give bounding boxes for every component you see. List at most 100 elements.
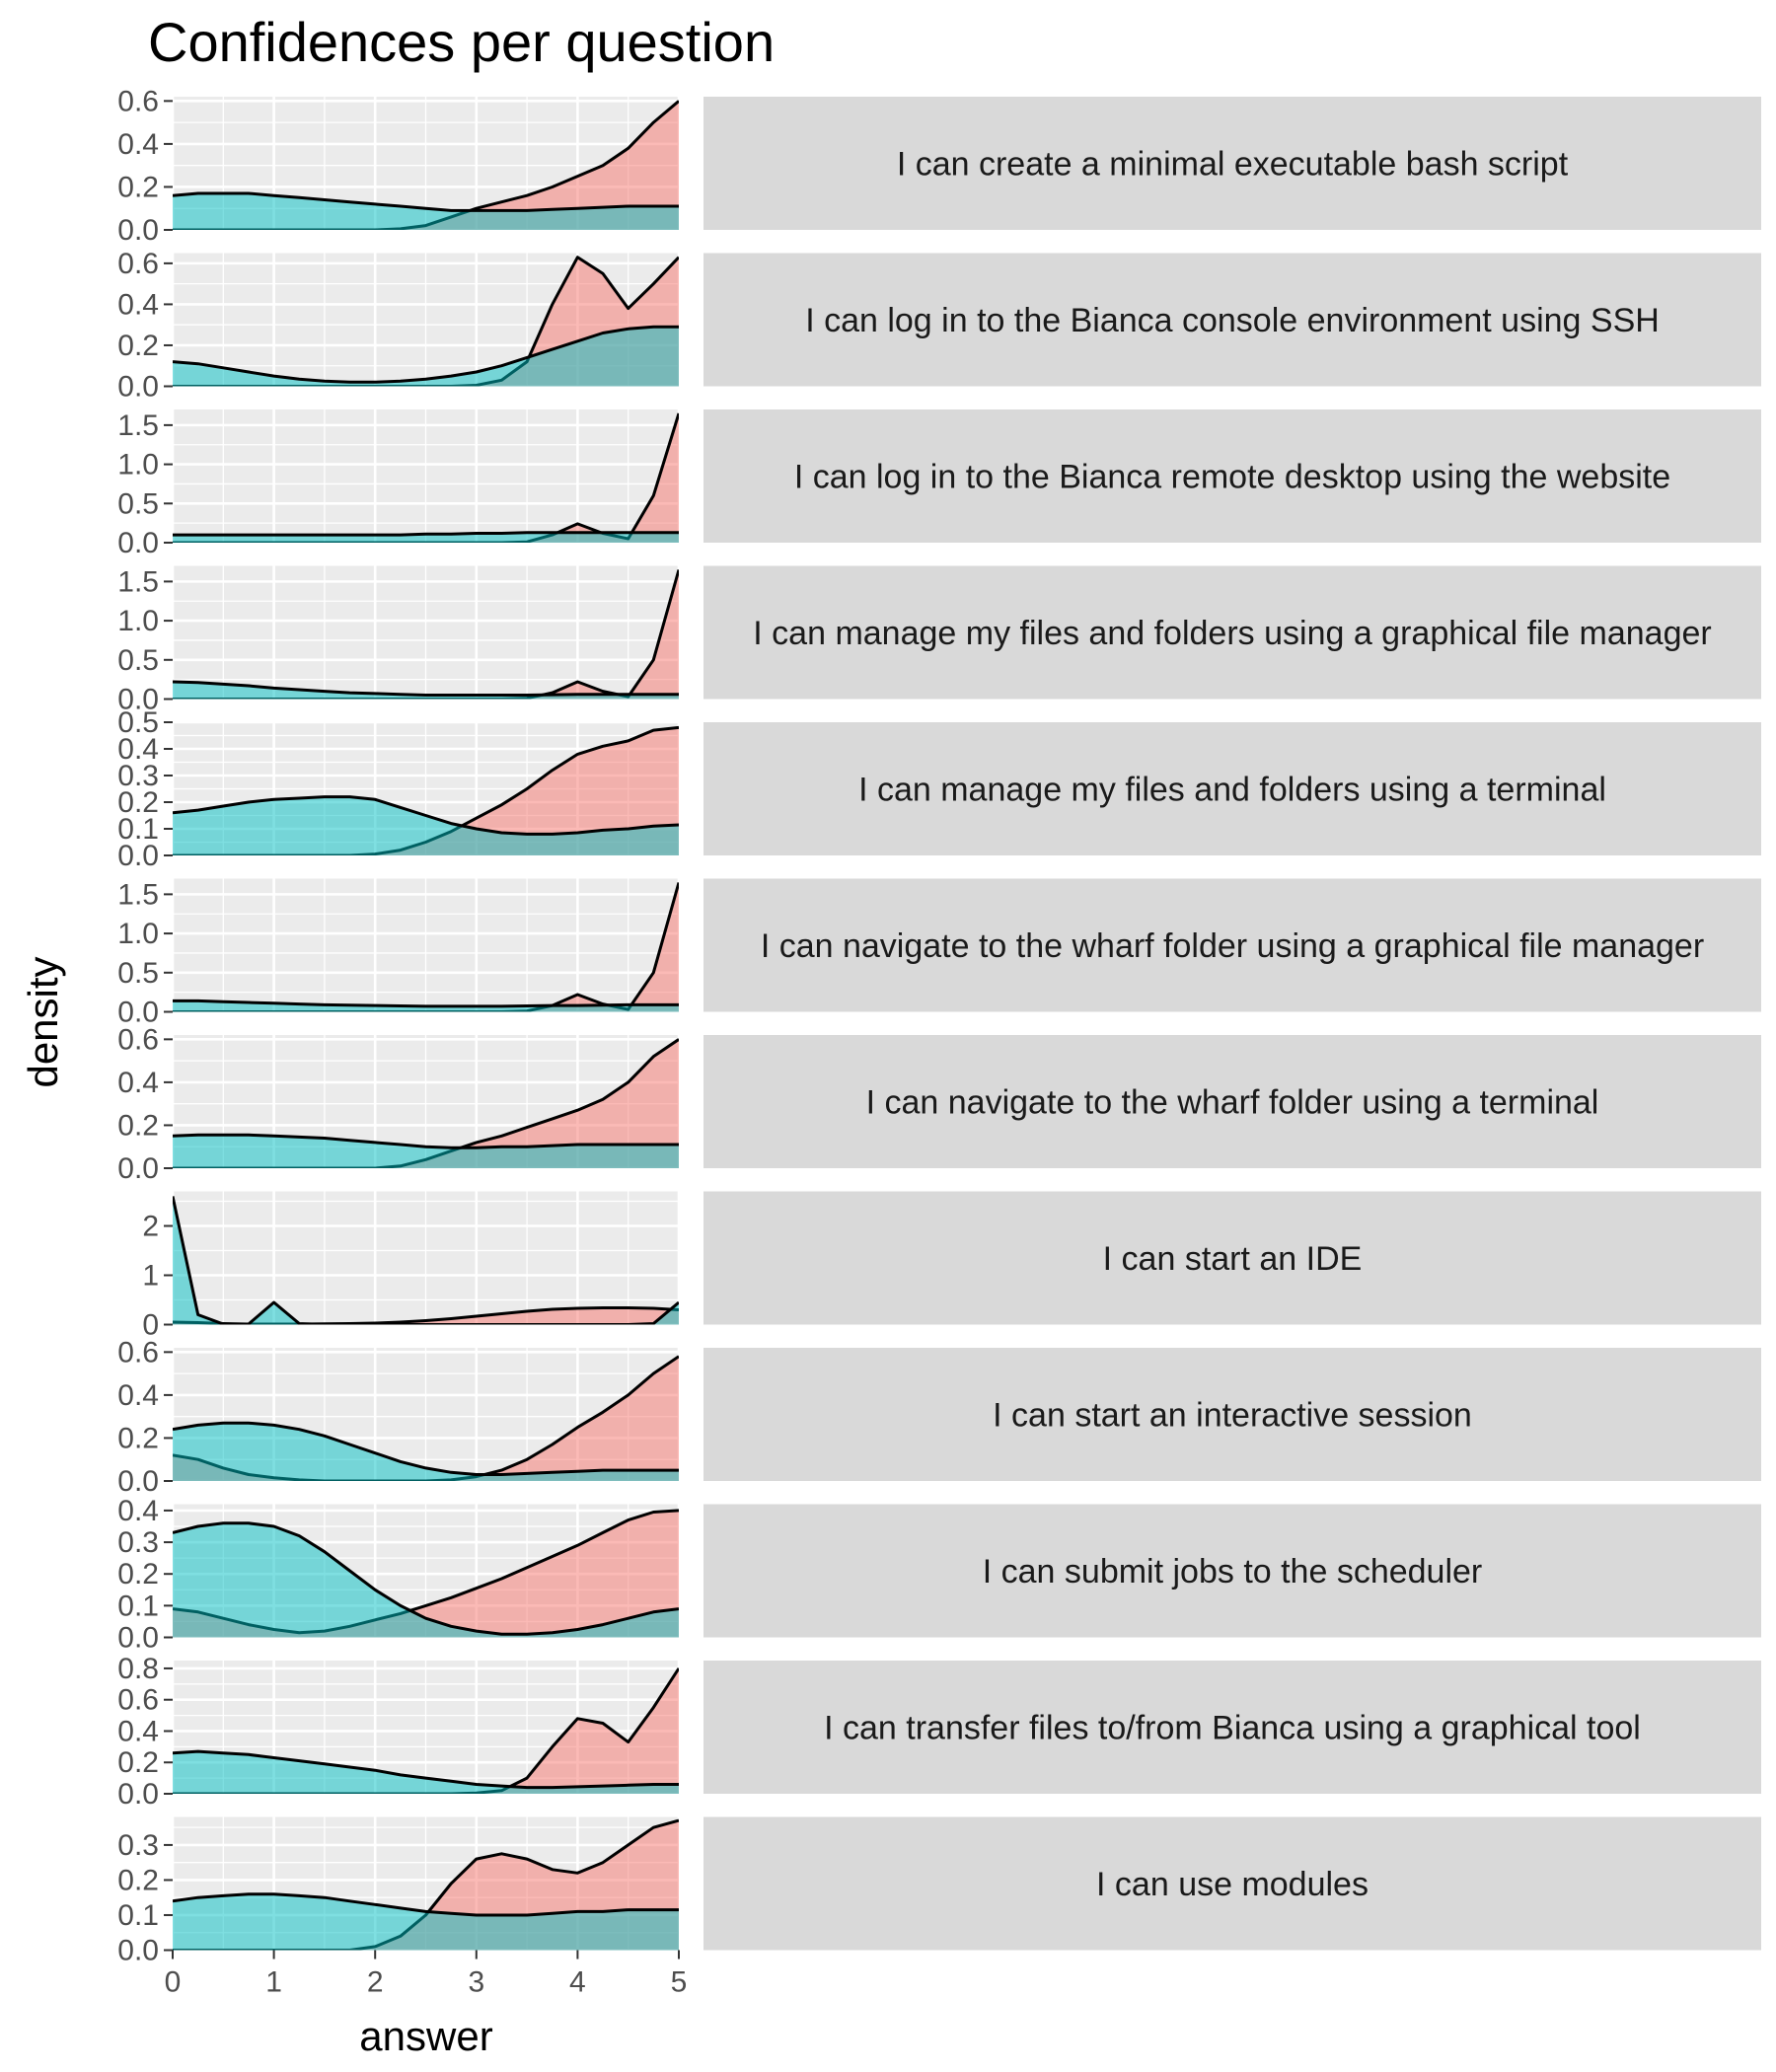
y-tick-label: 1 — [142, 1260, 159, 1293]
density-line-teal — [173, 1133, 679, 1149]
facet-strip — [703, 878, 1761, 1012]
density-area-red — [173, 1356, 679, 1481]
y-tick-label: 0.0 — [117, 214, 159, 247]
y-tick-label: 1.5 — [117, 878, 159, 911]
y-tick-label: 0.3 — [117, 1829, 159, 1862]
x-axis: 0 1 2 3 4 5 — [165, 1950, 688, 1999]
density-area-teal — [173, 327, 679, 387]
y-tick-label: 0.4 — [117, 128, 159, 161]
y-tick-label: 0.0 — [117, 1622, 159, 1655]
density-areas — [173, 100, 679, 230]
y-tick-label: 0.1 — [117, 1899, 159, 1932]
y-tick-label: 1.0 — [117, 605, 159, 637]
y-tick-label: 0.5 — [117, 487, 159, 520]
chart-title: Confidences per question — [148, 11, 775, 73]
density-line-teal — [173, 325, 679, 384]
y-tick-label: 0.0 — [117, 1778, 159, 1811]
facet-strip — [703, 253, 1761, 387]
facet-strip — [703, 1035, 1761, 1168]
density-line-red — [173, 569, 679, 700]
y-tick-label: 0.0 — [117, 1935, 159, 1967]
facet-label: I can create a minimal executable bash s… — [897, 146, 1569, 184]
y-tick-label: 0.4 — [117, 288, 159, 321]
y-tick-label: 0.2 — [117, 1422, 159, 1454]
density-areas — [173, 1196, 679, 1325]
density-area-red — [173, 1667, 679, 1794]
x-tick-label: 3 — [468, 1966, 484, 1999]
y-tick-label: 0.4 — [117, 733, 159, 766]
facet-10: 0.00.10.20.30.4 I can submit jobs to the … — [117, 1495, 1761, 1655]
density-line-teal — [173, 1196, 679, 1325]
density-area-red — [173, 1510, 679, 1638]
density-line-teal — [173, 191, 679, 212]
facet-3: 0.0 0.5 1.0 1.5 I can log in to the Bianca r… — [117, 409, 1761, 559]
density-areas — [173, 1038, 679, 1168]
y-tick-label: 0.3 — [117, 1526, 159, 1559]
facet-label: I can transfer files to/from Bianca usin… — [824, 1710, 1641, 1747]
density-line-teal — [173, 1749, 679, 1790]
x-tick-label: 5 — [671, 1966, 688, 1999]
y-tick-label: 2 — [142, 1211, 159, 1243]
facet-label: I can manage my files and folders using … — [753, 615, 1711, 652]
x-axis-title: answer — [359, 2013, 492, 2059]
facet-label: I can log in to the Bianca remote deskto… — [794, 459, 1670, 496]
y-tick-label: 0.2 — [117, 171, 159, 203]
facet-1: 0.0 0.2 0.4 0.6 I can create a minimal execu… — [117, 85, 1761, 247]
density-area-red — [173, 101, 679, 230]
y-tick-label: 0.4 — [117, 1067, 159, 1099]
y-tick-label: 1.5 — [117, 409, 159, 442]
density-area-red — [173, 1307, 679, 1325]
y-tick-label: 0.0 — [117, 840, 159, 872]
x-tick-label: 4 — [569, 1966, 586, 1999]
density-line-teal — [173, 795, 679, 836]
y-tick-label: 0.0 — [117, 527, 159, 559]
y-tick-label: 0.6 — [117, 248, 159, 280]
density-area-red — [173, 1039, 679, 1168]
facet-strip — [703, 1348, 1761, 1481]
facet-8: 0 1 2 I can start an IDE — [142, 1191, 1761, 1342]
density-line-red — [173, 1667, 679, 1794]
density-area-teal — [173, 1522, 679, 1638]
density-areas — [173, 1818, 679, 1951]
facet-4: 0.0 0.5 1.0 1.5 I can manage my files and fo… — [117, 565, 1761, 716]
density-areas — [173, 1355, 679, 1481]
facet-strip — [703, 1504, 1761, 1638]
y-tick-label: 1.0 — [117, 449, 159, 481]
density-area-red — [173, 727, 679, 855]
facet-strip — [703, 97, 1761, 230]
y-tick-label: 0.2 — [117, 786, 159, 819]
y-tick-label: 0.0 — [117, 997, 159, 1029]
facet-strip — [703, 1816, 1761, 1951]
y-tick-label: 0.0 — [117, 1152, 159, 1185]
facet-label: I can start an IDE — [1103, 1240, 1363, 1278]
y-tick-label: 0.0 — [117, 684, 159, 716]
facet-strip — [703, 409, 1761, 543]
x-tick-label: 1 — [265, 1966, 282, 1999]
facet-12: 0.00.10.20.3 I can use modules — [117, 1816, 1761, 1967]
density-line-red — [173, 256, 679, 387]
facet-panels: 0.0 0.2 0.4 0.6 I can create a minimal execu… — [117, 85, 1761, 1967]
facet-6: 0.0 0.5 1.0 1.5 I can navigate to the wharf … — [117, 878, 1761, 1029]
density-areas — [173, 882, 679, 1012]
facet-label: I can navigate to the wharf folder using… — [761, 927, 1704, 965]
density-line-teal — [173, 531, 679, 537]
density-areas — [173, 256, 679, 387]
facet-strip — [703, 722, 1761, 855]
y-axis-title: density — [20, 956, 66, 1087]
y-tick-label: 0.1 — [117, 1590, 159, 1622]
density-line-teal — [173, 1421, 679, 1476]
y-tick-label: 0.6 — [117, 1336, 159, 1369]
density-areas — [173, 1509, 679, 1638]
density-areas — [173, 1667, 679, 1794]
y-tick-label: 0.5 — [117, 644, 159, 677]
y-tick-label: 0.3 — [117, 760, 159, 792]
y-tick-label: 0.2 — [117, 1864, 159, 1896]
facet-label: I can navigate to the wharf folder using… — [866, 1084, 1599, 1122]
y-tick-label: 1.0 — [117, 918, 159, 950]
facet-label: I can submit jobs to the scheduler — [983, 1553, 1483, 1591]
y-tick-label: 1.5 — [117, 565, 159, 598]
y-tick-label: 0.2 — [117, 1109, 159, 1142]
y-tick-label: 0.5 — [117, 706, 159, 739]
